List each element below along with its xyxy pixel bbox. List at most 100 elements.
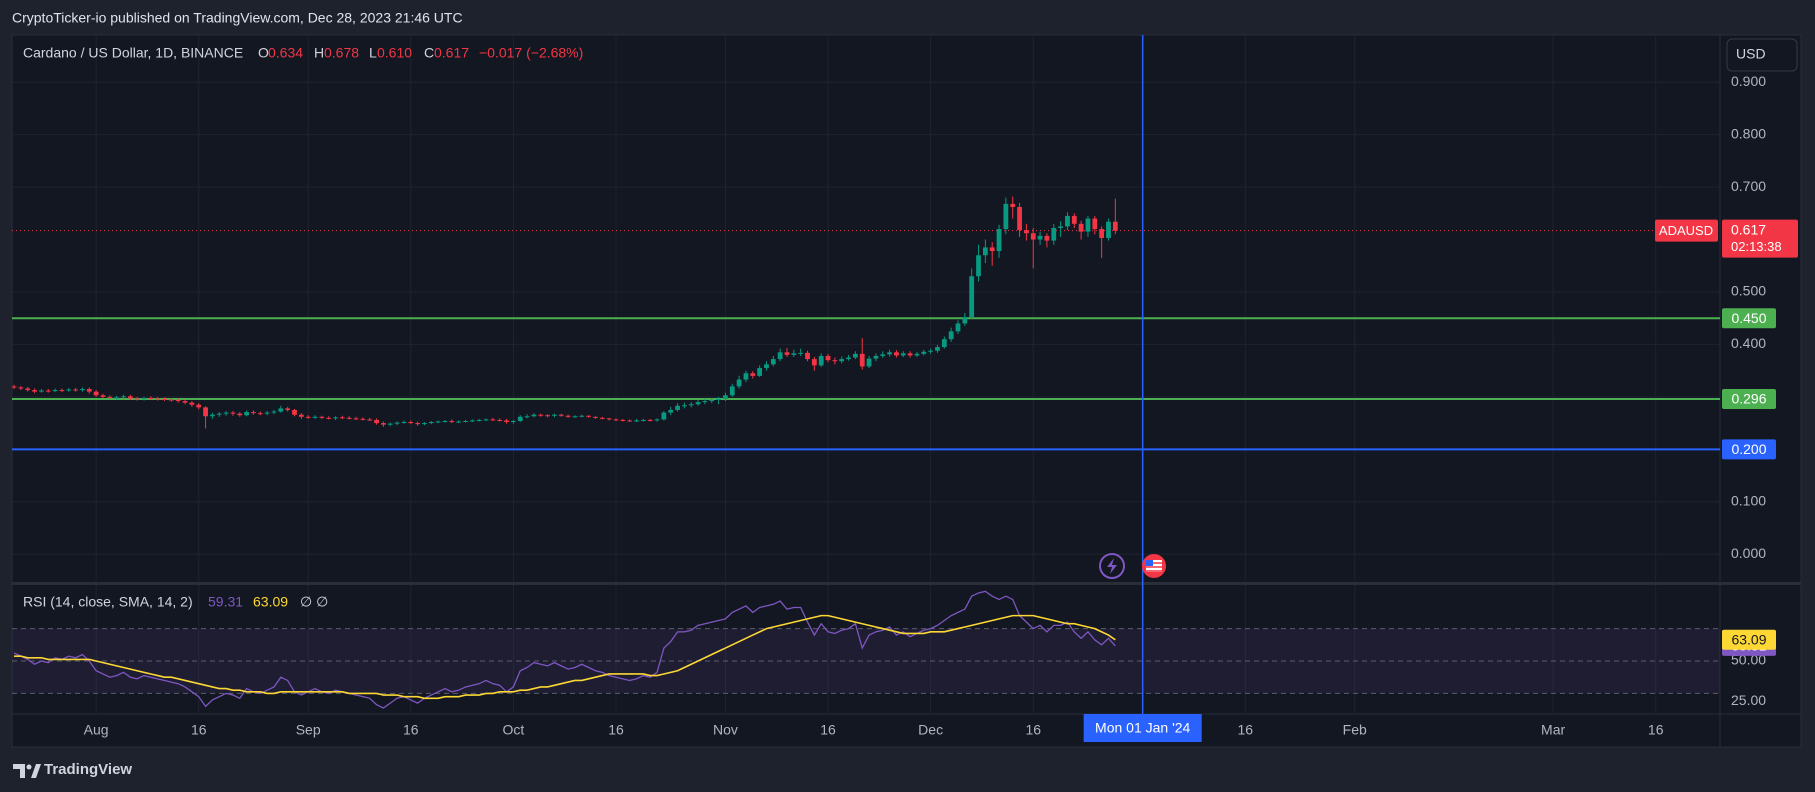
candle-body <box>935 347 940 351</box>
candle-body <box>353 418 359 420</box>
candle-body <box>73 389 79 391</box>
event-icons <box>1099 553 1166 579</box>
candle-body <box>1106 221 1111 238</box>
candle-body <box>634 420 639 422</box>
candle-body <box>764 364 769 369</box>
candle-body <box>346 417 352 419</box>
candle-body <box>435 421 441 423</box>
candle-body <box>668 409 674 413</box>
y-tick-label: 0.700 <box>1731 178 1766 194</box>
candle-body <box>811 359 817 366</box>
last-price-label: 0.617 <box>1731 221 1766 237</box>
countdown-label: 02:13:38 <box>1731 239 1782 254</box>
candle-body <box>784 352 790 355</box>
last-price-tag <box>1722 219 1798 258</box>
candle-body <box>114 397 120 399</box>
candle-body <box>271 411 277 413</box>
rsi-tag <box>1722 629 1776 650</box>
x-tick-label: Aug <box>84 722 109 738</box>
ohlc-label: O <box>258 45 269 61</box>
y-tick-label: 0.000 <box>1731 545 1766 561</box>
ohlc-label: L <box>369 45 377 61</box>
candle-body <box>1078 223 1084 232</box>
candle-body <box>948 331 954 340</box>
y-tick-label: 0.500 <box>1731 283 1766 299</box>
candle-body <box>394 422 400 424</box>
crosshair-tag <box>1083 714 1202 742</box>
candle-body <box>921 351 927 354</box>
currency-label[interactable]: USD <box>1736 46 1766 62</box>
candle-body <box>859 353 865 367</box>
candle-body <box>223 412 229 414</box>
candle-body <box>675 405 680 410</box>
candle-body <box>244 412 250 416</box>
price-tag <box>1722 308 1776 329</box>
candle-body <box>1099 229 1105 238</box>
candle-body <box>510 420 516 423</box>
x-tick-label: 16 <box>191 722 207 738</box>
x-tick-label: 16 <box>403 722 419 738</box>
ohlc-value: 0.678 <box>324 45 359 61</box>
candle-body <box>107 396 113 398</box>
rsi-legend-value: 59.31 <box>208 594 243 610</box>
candle-body <box>545 415 550 417</box>
candle-body <box>155 398 161 400</box>
candle-body <box>189 402 195 405</box>
price-tag-label: 0.450 <box>1731 310 1766 326</box>
candle-body <box>305 416 311 418</box>
publisher-line: CryptoTicker-io published on TradingView… <box>12 10 463 26</box>
candle-body <box>401 422 407 424</box>
candle-body <box>736 379 742 387</box>
candle-body <box>894 352 899 356</box>
candle-body <box>121 396 126 398</box>
lightning-glyph <box>1107 558 1117 574</box>
candle-body <box>408 422 414 424</box>
x-tick-label: 16 <box>608 722 624 738</box>
symbol-title: Cardano / US Dollar, 1D, BINANCE <box>23 45 243 61</box>
candle-body <box>613 419 619 421</box>
candle-body <box>127 396 133 399</box>
logo-mark <box>13 764 25 778</box>
candle-body <box>750 373 756 376</box>
candle-body <box>18 387 24 389</box>
candle-body <box>866 358 872 367</box>
flag-canton <box>1146 560 1153 566</box>
candle-body <box>387 423 393 425</box>
candle-body <box>1085 218 1091 232</box>
candle-body <box>381 423 386 425</box>
rsi-title: RSI (14, close, SMA, 14, 2) <box>23 594 193 610</box>
candle-body <box>661 412 667 420</box>
currency-button[interactable] <box>1726 38 1798 72</box>
candle-body <box>66 389 72 391</box>
candle-body <box>428 422 434 424</box>
candle-body <box>524 416 530 418</box>
candle-body <box>298 414 304 417</box>
x-tick-label: 16 <box>820 722 836 738</box>
candle-body <box>989 247 995 252</box>
x-tick-label: Mar <box>1541 722 1565 738</box>
candle-body <box>976 255 981 277</box>
candle-body <box>1024 230 1029 234</box>
candle-body <box>374 419 379 424</box>
candle-body <box>729 386 735 396</box>
candle-body <box>654 419 660 421</box>
candle-body <box>982 247 988 256</box>
candle-body <box>805 352 810 360</box>
ohlc-value: 0.634 <box>268 45 303 61</box>
candle-body <box>257 413 263 415</box>
rsi-tick-label: 25.00 <box>1731 692 1766 708</box>
candle-body <box>627 420 633 422</box>
price-pane <box>12 196 1720 451</box>
candle-body <box>422 423 427 425</box>
candle-body <box>1003 203 1009 230</box>
candle-body <box>606 418 612 420</box>
x-tick-label: Nov <box>713 722 738 738</box>
candle-body <box>825 355 831 361</box>
ohlc-value: 0.610 <box>377 45 412 61</box>
candle-body <box>1037 235 1043 240</box>
candle-body <box>552 414 557 416</box>
candle-body <box>32 390 37 392</box>
candle-body <box>1051 227 1057 241</box>
x-tick-label: 16 <box>1025 722 1041 738</box>
candle-body <box>907 353 913 356</box>
